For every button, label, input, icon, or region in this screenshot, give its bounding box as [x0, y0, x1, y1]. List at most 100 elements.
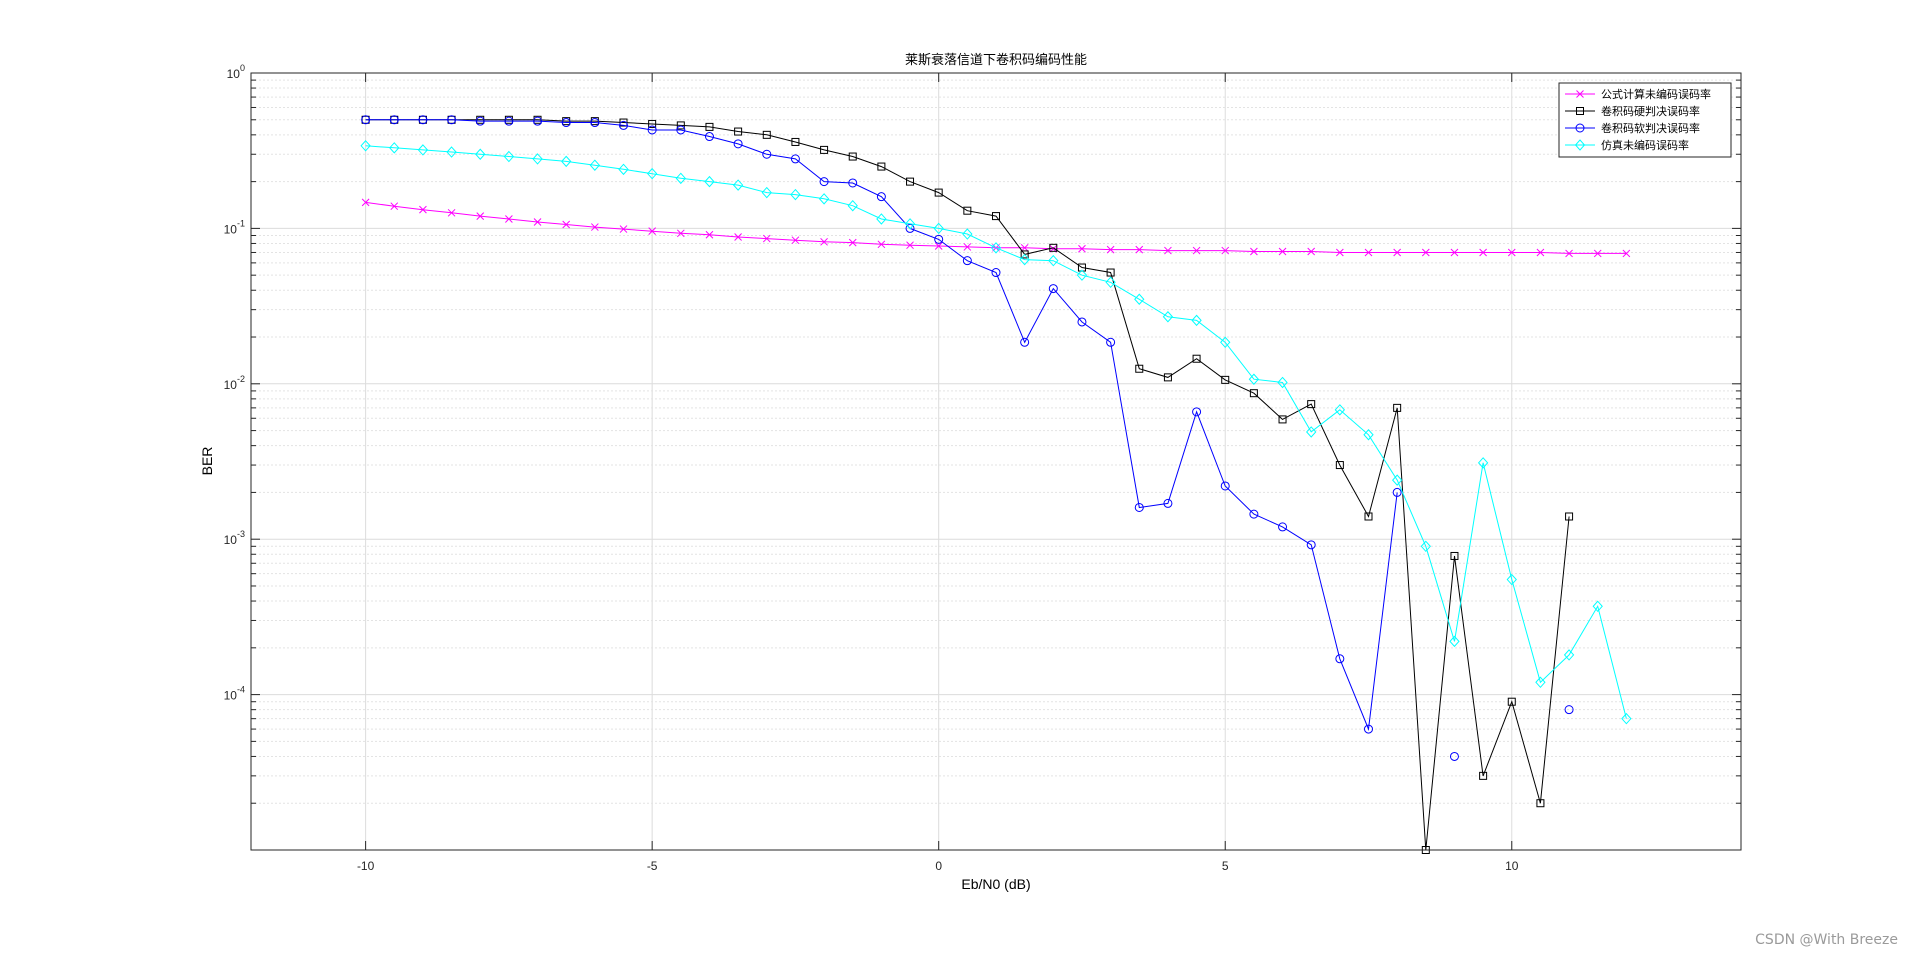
data-point [1592, 600, 1603, 613]
data-point [963, 243, 972, 251]
data-point [761, 186, 772, 199]
series-line [365, 119, 1398, 732]
data-point [1564, 705, 1574, 715]
data-point [734, 233, 742, 241]
plot-area [251, 73, 1741, 850]
data-point [1306, 426, 1317, 438]
data-point [847, 199, 858, 212]
data-point [1192, 407, 1202, 417]
data-point [1163, 373, 1172, 382]
data-point [1105, 276, 1116, 289]
legend-marker [1575, 123, 1585, 133]
y-tick-label: 10-3 [224, 529, 245, 547]
data-point [561, 155, 572, 168]
data-point [504, 116, 514, 126]
data-point [475, 116, 485, 126]
data-point [848, 238, 857, 247]
data-point [389, 142, 400, 154]
data-point [1191, 314, 1202, 327]
series-4 [360, 140, 1632, 725]
data-point [1049, 243, 1058, 252]
data-point [1363, 429, 1374, 441]
data-point [1192, 354, 1201, 363]
data-point [705, 230, 714, 239]
data-point [1135, 245, 1144, 254]
data-point [1278, 247, 1287, 256]
data-point [1278, 415, 1287, 424]
x-tick-label: -5 [647, 859, 658, 873]
data-point [790, 154, 800, 164]
data-point [446, 146, 457, 158]
data-point [1077, 263, 1086, 272]
data-point [1306, 540, 1316, 550]
data-point [1420, 540, 1431, 553]
data-point [1449, 751, 1459, 761]
data-point [877, 240, 886, 249]
data-point [1335, 654, 1345, 664]
axes: -10 -5 0 5 10 100 10-1 10-2 10-3 10-4 [224, 63, 1741, 873]
data-point [1076, 269, 1088, 281]
data-point [1622, 249, 1631, 258]
legend-label: 卷积码硬判决误码率 [1601, 104, 1700, 118]
data-point [906, 177, 915, 186]
data-point [992, 212, 1000, 221]
y-axis-label: BER [199, 447, 215, 476]
data-point [1249, 509, 1259, 519]
data-point [934, 234, 944, 244]
data-point [389, 115, 399, 125]
data-point [933, 222, 944, 235]
legend-marker [1576, 107, 1584, 115]
data-point [562, 220, 571, 229]
data-point [619, 225, 628, 233]
data-point [990, 242, 1002, 254]
data-point [1565, 249, 1573, 258]
data-point [962, 256, 972, 266]
data-point [1479, 248, 1487, 257]
data-point [1364, 724, 1373, 734]
data-point [675, 172, 686, 185]
data-point [1393, 248, 1402, 257]
data-point [877, 162, 886, 171]
data-point [361, 198, 370, 207]
data-point [590, 223, 599, 231]
data-point [1535, 676, 1546, 689]
y-tick-label: 10-2 [224, 374, 245, 392]
data-point [1221, 246, 1230, 255]
data-point [819, 177, 829, 187]
data-point [704, 132, 714, 142]
data-point [1335, 461, 1344, 470]
legend-item: 卷积码软判决误码率 [1565, 121, 1700, 135]
data-point [1019, 253, 1030, 266]
series-line [365, 119, 1570, 851]
data-point [1450, 551, 1459, 560]
x-tick-label: 0 [935, 859, 942, 873]
data-point [361, 115, 371, 125]
data-point [648, 227, 657, 236]
series-layer [360, 115, 1632, 854]
chart-title: 莱斯衰落信道下卷积码编码性能 [905, 52, 1087, 68]
data-point [1391, 474, 1403, 486]
data-point [1221, 375, 1230, 384]
data-point [1334, 404, 1346, 416]
data-point [1162, 311, 1174, 323]
data-point [732, 179, 744, 191]
legend-item: 卷积码硬判决误码率 [1565, 104, 1700, 118]
y-tick-label: 10-4 [224, 685, 245, 703]
legend-item: 仿真未编码误码率 [1565, 138, 1689, 152]
data-point [1135, 364, 1144, 373]
plot-frame [250, 72, 1742, 851]
data-point [1621, 712, 1632, 725]
data-point [762, 130, 771, 139]
data-point [818, 193, 830, 205]
data-point [1134, 502, 1144, 512]
data-point [590, 118, 600, 128]
data-point [1479, 771, 1488, 780]
data-point [589, 159, 601, 171]
x-tick-label: -10 [357, 859, 375, 873]
data-point [1220, 481, 1230, 491]
data-point [1020, 337, 1030, 347]
data-point [820, 237, 828, 246]
data-point [905, 223, 915, 233]
